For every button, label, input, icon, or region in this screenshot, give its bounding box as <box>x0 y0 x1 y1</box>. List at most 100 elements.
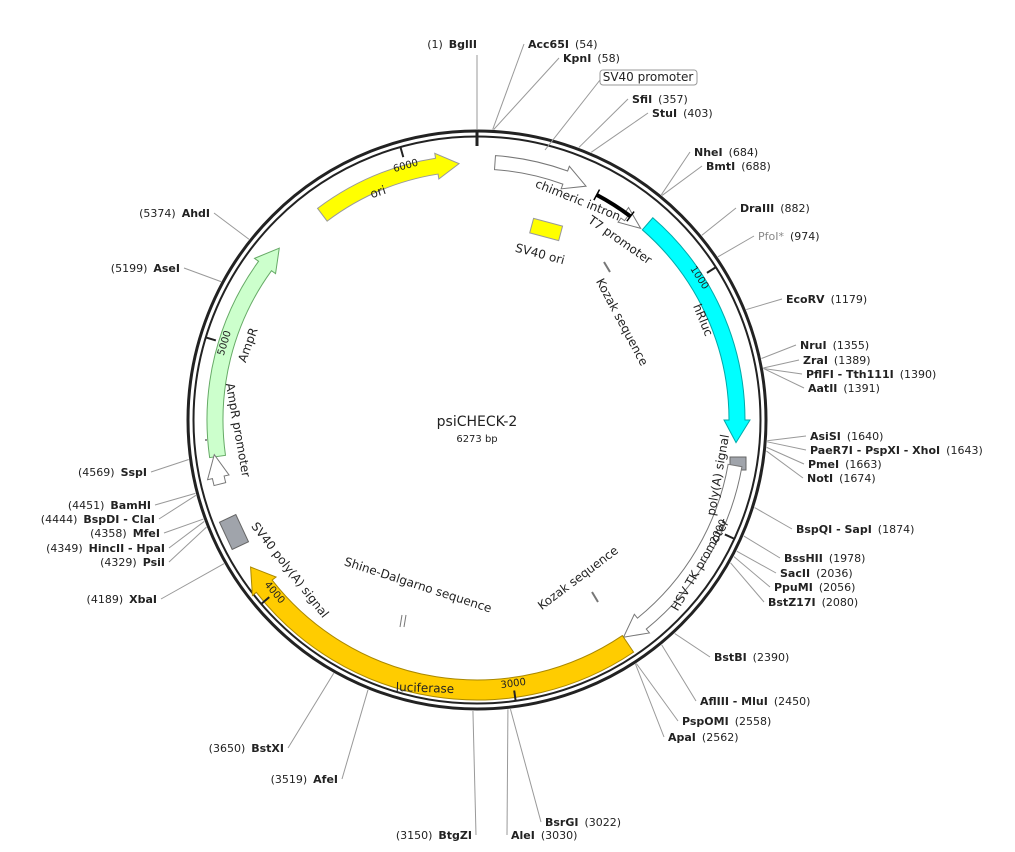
site-position: (3519) <box>271 773 308 786</box>
site-label: (5199) AseI <box>111 262 180 275</box>
site-position: (2390) <box>753 651 790 664</box>
site-position: (3150) <box>396 829 433 842</box>
leader-line <box>661 644 697 702</box>
leader-line <box>660 151 691 196</box>
feature-label: Shine-Dalgarno sequence <box>343 555 494 616</box>
leader-line <box>287 673 335 749</box>
site-name: NruI <box>800 339 827 352</box>
site-name: SspI <box>121 466 147 479</box>
site-position: (684) <box>729 146 759 159</box>
leader-line <box>766 450 804 479</box>
site-name: PaeR7I - PspXI - XhoI <box>810 444 940 457</box>
site-label: (4569) SspI <box>78 466 147 479</box>
leader-line <box>766 446 805 465</box>
site-name: AseI <box>153 262 180 275</box>
leader-line <box>509 708 542 823</box>
site-label: AsiSI (1640) <box>810 430 883 443</box>
site-label: (3519) AfeI <box>271 773 338 786</box>
site-position: (3650) <box>209 742 246 755</box>
feature-arrow <box>206 453 230 487</box>
feature-label: Kozak sequence <box>593 276 651 368</box>
scale-tick <box>399 147 405 158</box>
scale-tick <box>706 266 716 274</box>
site-label: (3150) BtgZI <box>396 829 472 842</box>
site-position: (2450) <box>774 695 811 708</box>
leader-line <box>701 207 737 236</box>
site-name: KpnI <box>563 52 591 65</box>
site-position: (2080) <box>822 596 859 609</box>
site-label: (4349) HincII - HpaI <box>46 542 165 555</box>
site-position: (1389) <box>834 354 871 367</box>
site-label: (4358) MfeI <box>90 527 160 540</box>
site-label: Acc65I (54) <box>528 38 598 51</box>
site-label: AleI (3030) <box>511 829 577 842</box>
site-label: NruI (1355) <box>800 339 869 352</box>
site-label: SfiI (357) <box>632 93 688 106</box>
features <box>206 152 751 701</box>
site-name: AsiSI <box>810 430 841 443</box>
site-label: KpnI (58) <box>563 52 620 65</box>
site-label: PmeI (1663) <box>808 458 882 471</box>
site-name: BstZ17I <box>768 596 816 609</box>
site-label: EcoRV (1179) <box>786 293 867 306</box>
site-label: NotI (1674) <box>807 472 876 485</box>
leader-line <box>341 689 369 780</box>
site-label: AatII (1391) <box>808 382 880 395</box>
site-position: (1978) <box>829 552 866 565</box>
feature-label: luciferase <box>396 680 455 696</box>
site-position: (1179) <box>831 293 868 306</box>
site-name: SfiI <box>632 93 652 106</box>
leader-line <box>746 298 783 311</box>
site-name: BstXI <box>251 742 284 755</box>
site-name: MfeI <box>133 527 160 540</box>
site-label: BssHII (1978) <box>784 552 865 565</box>
leader-line <box>674 633 711 658</box>
site-label: PspOMI (2558) <box>682 715 771 728</box>
leader-line <box>493 57 560 130</box>
leader-line <box>767 441 807 451</box>
plasmid-title: psiCHECK-2 <box>437 414 518 430</box>
leader-line <box>160 563 225 600</box>
site-name: NheI <box>694 146 723 159</box>
scale-tick <box>513 690 517 701</box>
kozak-mark <box>591 591 599 603</box>
site-position: (5199) <box>111 262 148 275</box>
site-name: PpuMI <box>774 581 813 594</box>
site-label: PflFI - Tth111I (1390) <box>806 368 936 381</box>
site-name: ZraI <box>803 354 828 367</box>
site-name: BtgZI <box>438 829 472 842</box>
leader-line <box>168 521 205 549</box>
site-name: EcoRV <box>786 293 825 306</box>
site-position: (2036) <box>816 567 853 580</box>
site-name: AatII <box>808 382 837 395</box>
leader-line <box>763 359 800 369</box>
site-position: (1) <box>427 38 443 51</box>
site-position: (1391) <box>843 382 880 395</box>
site-position: (4329) <box>100 556 137 569</box>
site-label: BmtI (688) <box>706 160 771 173</box>
leader-line <box>763 367 803 375</box>
leader-line <box>472 710 477 836</box>
site-label: (3650) BstXI <box>209 742 284 755</box>
leader-line <box>492 43 525 130</box>
scale-tick <box>260 596 270 605</box>
leader-line <box>763 368 805 389</box>
site-name: AleI <box>511 829 535 842</box>
feature-arrow <box>206 247 280 459</box>
site-position: (2558) <box>735 715 772 728</box>
leader-line <box>743 535 781 559</box>
bar-cap <box>626 211 635 222</box>
site-label: (4451) BamHI <box>68 499 151 512</box>
sd-mark <box>403 614 407 628</box>
site-name: AfeI <box>313 773 338 786</box>
site-position: (4444) <box>41 513 78 526</box>
leader-line <box>730 562 765 603</box>
site-name: BspDI - ClaI <box>83 513 155 526</box>
site-position: (5374) <box>139 207 176 220</box>
site-position: (1643) <box>946 444 983 457</box>
site-label: PpuMI (2056) <box>774 581 855 594</box>
site-position: (403) <box>683 107 713 120</box>
site-label: (5374) AhdI <box>139 207 210 220</box>
site-position: (4451) <box>68 499 105 512</box>
site-name: AhdI <box>182 207 210 220</box>
